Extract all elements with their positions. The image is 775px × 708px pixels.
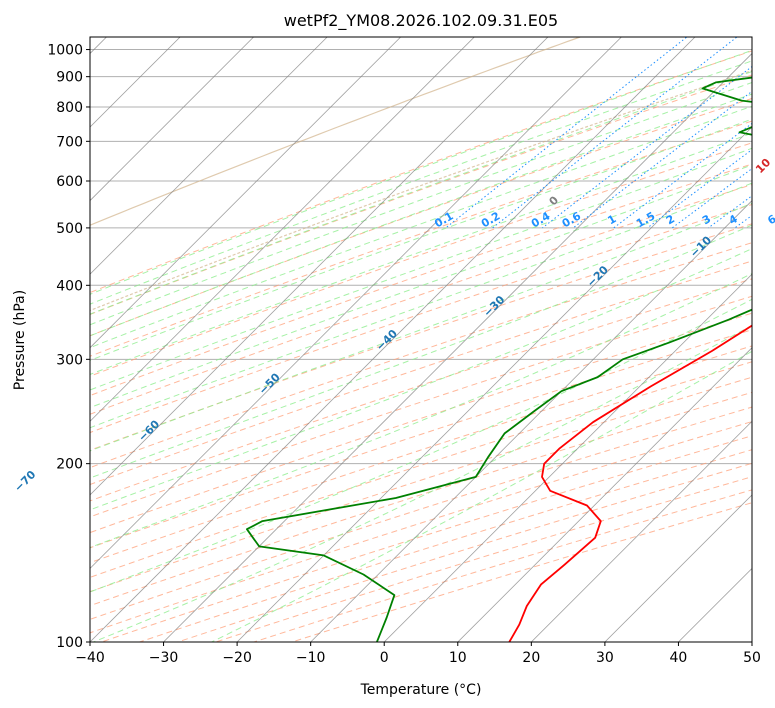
y-tick-label: 700 bbox=[56, 134, 83, 150]
isotherm-line bbox=[90, 37, 549, 496]
moist-adiabat-line bbox=[90, 81, 752, 326]
x-tick-label: 20 bbox=[522, 650, 540, 666]
dewpoint-profile-line bbox=[246, 76, 752, 642]
x-tick-label: 40 bbox=[670, 650, 688, 666]
mixing-ratio-label: 6 bbox=[765, 212, 775, 227]
x-tick-label: −20 bbox=[222, 650, 252, 666]
dry-adiabat-line bbox=[90, 242, 752, 469]
isotherm-line bbox=[236, 126, 752, 642]
dry-adiabat-line bbox=[90, 74, 752, 316]
moist-adiabat-line bbox=[90, 105, 752, 349]
isotherm-line bbox=[530, 420, 752, 642]
x-tick-label: 10 bbox=[449, 650, 467, 666]
chart-title: wetPf2_YM08.2026.102.09.31.E05 bbox=[284, 11, 558, 31]
dry-adiabat-line bbox=[90, 50, 752, 294]
moist-adiabat-line bbox=[90, 49, 752, 295]
moist-adiabat-line bbox=[90, 147, 752, 391]
isotherm-line bbox=[310, 200, 752, 642]
isotherm-line bbox=[604, 494, 752, 642]
isotherm-line bbox=[457, 347, 752, 642]
x-tick-label: −40 bbox=[75, 650, 105, 666]
mixing-ratio-line bbox=[542, 65, 752, 229]
moist-adiabat-line bbox=[90, 60, 752, 305]
dry-adiabat-line bbox=[90, 312, 752, 534]
y-tick-label: 300 bbox=[56, 352, 83, 368]
moist-adiabats bbox=[90, 49, 752, 642]
freezing-arcs bbox=[90, 37, 752, 312]
y-axis-ticks: 100 200 300 400 500 600 700 800 900 1000 bbox=[47, 43, 90, 651]
dry-adiabat-line bbox=[90, 278, 752, 502]
y-tick-label: 800 bbox=[56, 100, 83, 116]
isotherm-line bbox=[90, 37, 255, 202]
isotherm-line bbox=[90, 37, 402, 349]
moist-adiabat-line bbox=[210, 350, 752, 642]
dry-adiabat-line bbox=[90, 120, 752, 357]
temperature-profile-line bbox=[508, 324, 752, 642]
y-tick-label: 500 bbox=[56, 221, 83, 237]
moist-adiabat-line bbox=[90, 164, 752, 409]
isotherm-line bbox=[90, 37, 696, 642]
dry-adiabat-line bbox=[90, 391, 752, 607]
freezing-arc-line bbox=[90, 70, 752, 312]
y-tick-label: 600 bbox=[56, 174, 83, 190]
dry-adiabat-line bbox=[90, 203, 752, 434]
profile-series bbox=[246, 76, 752, 642]
isotherm-line bbox=[90, 37, 475, 422]
x-axis-label: Temperature (°C) bbox=[360, 682, 482, 698]
isotherm-line bbox=[90, 37, 622, 569]
mixing-ratio-line bbox=[492, 37, 738, 229]
mixing-ratio-line bbox=[445, 37, 688, 229]
isotherm-line bbox=[162, 52, 752, 642]
x-tick-label: 30 bbox=[596, 650, 614, 666]
y-tick-label: 900 bbox=[56, 70, 83, 86]
x-axis-ticks: −40 −30 −20 −10 0 10 20 30 40 50 bbox=[75, 642, 761, 666]
y-tick-label: 200 bbox=[56, 457, 83, 473]
x-tick-label: −10 bbox=[296, 650, 326, 666]
moist-adiabat-line bbox=[90, 70, 752, 315]
moist-adiabat-line bbox=[92, 324, 752, 642]
y-tick-label: 400 bbox=[56, 278, 83, 294]
isotherm-line bbox=[383, 273, 752, 642]
freezing-arc-line bbox=[90, 37, 582, 226]
x-tick-label: −30 bbox=[149, 650, 179, 666]
dry-adiabat-line bbox=[90, 97, 752, 337]
y-axis-label: Pressure (hPa) bbox=[12, 290, 28, 390]
plot-area bbox=[90, 37, 752, 642]
x-tick-label: 50 bbox=[743, 650, 761, 666]
isotherm-line bbox=[90, 37, 328, 275]
dry-adiabat-line bbox=[90, 329, 752, 549]
y-tick-label: 100 bbox=[56, 635, 83, 651]
isotherms bbox=[90, 37, 752, 642]
y-tick-label: 1000 bbox=[47, 43, 83, 59]
mixing-ratio-lines bbox=[445, 37, 752, 229]
moist-adiabat-line bbox=[90, 182, 752, 429]
x-tick-label: 0 bbox=[380, 650, 389, 666]
dry-adiabat-line bbox=[90, 295, 752, 518]
plot-frame bbox=[89, 36, 753, 643]
